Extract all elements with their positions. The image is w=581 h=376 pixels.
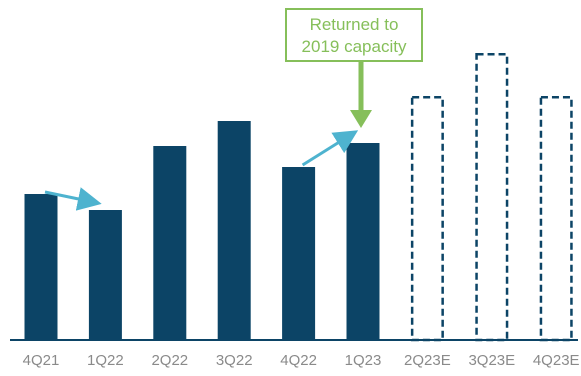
tick-label-1q23: 1Q23 [345, 352, 382, 369]
bar-2q23e [410, 96, 444, 342]
tick-label-2q23e: 2Q23E [404, 352, 451, 369]
bar-1q23 [346, 143, 380, 340]
tick-labels-layer: 4Q21 1Q22 2Q22 3Q22 4Q22 1Q23 2Q23E 3Q23E 4Q23E [23, 352, 580, 369]
callout-pointer-head [350, 110, 372, 128]
bar-4q23e [539, 96, 573, 342]
tick-label-4q23e: 4Q23E [533, 352, 580, 369]
tick-label-3q23e: 3Q23E [468, 352, 515, 369]
tick-label-1q22: 1Q22 [87, 352, 124, 369]
bar-1q22 [88, 210, 122, 340]
trend-arrows-layer [44, 130, 359, 211]
bar-4q21 [24, 194, 58, 340]
tick-label-4q21: 4Q21 [23, 352, 60, 369]
tick-label-4q22: 4Q22 [280, 352, 317, 369]
callout-line-2: 2019 capacity [302, 37, 407, 56]
tick-label-2q22: 2Q22 [151, 352, 188, 369]
bar-4q22 [282, 167, 316, 340]
tick-label-3q22: 3Q22 [216, 352, 253, 369]
bar-3q23e [475, 53, 509, 342]
bars-layer [24, 53, 573, 342]
callout-box [285, 8, 423, 62]
bar-2q22 [153, 146, 187, 340]
callout-line-1: Returned to [310, 15, 399, 34]
callout-layer: Returned to 2019 capacity [285, 8, 423, 128]
bar-3q22 [217, 121, 251, 340]
trend-arrow-1 [44, 187, 102, 211]
trend-arrow-2 [301, 130, 359, 167]
